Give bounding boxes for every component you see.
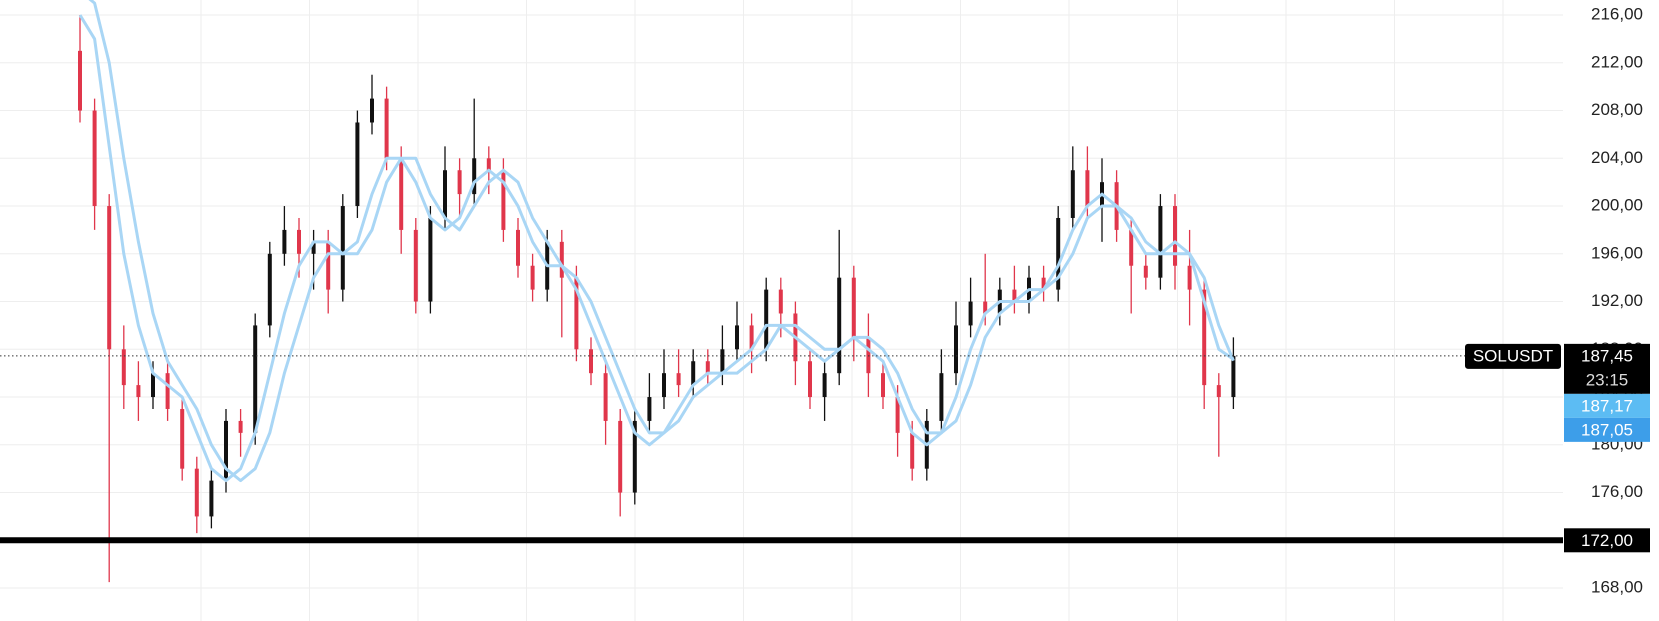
candle-body (194, 468, 199, 517)
candle-body (647, 397, 652, 421)
candle-body (384, 98, 389, 159)
candle-body (78, 50, 82, 111)
candle-body (910, 432, 915, 469)
candle-body (983, 301, 988, 314)
candle-body (486, 158, 491, 171)
candle-body (224, 420, 228, 481)
candle-body (822, 373, 827, 398)
ma-label: 187,17 (1581, 396, 1633, 415)
candle-body (778, 289, 783, 314)
moving-average-line (88, 0, 1235, 483)
y-tick-label: 168,00 (1591, 578, 1643, 597)
candle-body (749, 325, 754, 350)
candle-body (589, 349, 593, 374)
candle-body (866, 337, 871, 374)
candle-body (851, 277, 856, 338)
ma-label: 187,05 (1581, 420, 1633, 439)
candle-body (501, 170, 506, 230)
candle-body (516, 229, 520, 266)
candle-body (443, 170, 447, 218)
y-tick-label: 200,00 (1591, 196, 1643, 215)
y-tick-label: 176,00 (1591, 482, 1643, 501)
y-tick-label: 212,00 (1591, 52, 1643, 71)
countdown-label: 23:15 (1586, 370, 1629, 389)
candle-body (954, 325, 958, 374)
candle-body (180, 408, 185, 469)
candle-body (370, 98, 374, 123)
candle-body (165, 373, 170, 409)
candle-body (939, 373, 944, 421)
candle-body (764, 289, 769, 350)
ma-label-box (1564, 417, 1650, 442)
candle-body (662, 373, 666, 398)
price-label: 187,45 (1581, 346, 1633, 365)
candle-body (1158, 206, 1163, 278)
candle-body (107, 206, 112, 350)
level-label-box (1564, 528, 1650, 553)
candle-body (340, 206, 345, 290)
candle-body (618, 420, 623, 493)
candle-body (895, 397, 900, 433)
candle-body (238, 420, 243, 433)
candle-body (151, 373, 155, 398)
candle-body (574, 277, 579, 350)
candle-body (1129, 229, 1134, 266)
symbol-box (1465, 343, 1561, 369)
candle-body (1041, 277, 1046, 290)
candle-body (1056, 217, 1061, 290)
candle-body (1085, 170, 1090, 207)
y-tick-label: 192,00 (1591, 291, 1643, 310)
price-box (1564, 343, 1650, 394)
candle-body (399, 158, 404, 230)
y-tick-label: 208,00 (1591, 100, 1643, 119)
candle-body (413, 229, 418, 302)
candle-body (311, 241, 316, 254)
candle-body (720, 349, 725, 374)
ma-label-box (1564, 393, 1650, 418)
candle-body (282, 229, 287, 254)
candle-body (267, 253, 272, 326)
candle-body (253, 325, 258, 433)
candle-body (881, 373, 885, 398)
candle-body (1173, 206, 1177, 266)
candle-body (326, 241, 331, 290)
candle-body (297, 229, 301, 254)
candle-body (1231, 355, 1236, 398)
candle-body (676, 373, 681, 386)
candle-body (559, 241, 564, 278)
candle-body (808, 361, 812, 398)
candle-body (1202, 289, 1207, 386)
candle-body (1143, 265, 1148, 278)
candle-body (530, 265, 535, 290)
candle-body (691, 361, 696, 386)
y-tick-label: 196,00 (1591, 243, 1643, 262)
candle-body (1012, 289, 1017, 302)
candle-body (632, 420, 637, 493)
candle-body (457, 170, 462, 195)
moving-average-line (78, 14, 1235, 483)
candle-body (837, 277, 842, 374)
candle-body (705, 361, 710, 374)
symbol-label: SOLUSDT (1473, 346, 1553, 365)
candle-body (735, 325, 739, 350)
level-label: 172,00 (1581, 531, 1633, 550)
candle-body (355, 122, 360, 207)
candle-body (1187, 265, 1192, 290)
candle-body (121, 349, 126, 386)
candle-body (968, 301, 973, 326)
y-tick-label: 216,00 (1591, 5, 1643, 24)
candle-body (209, 480, 214, 517)
y-tick-label: 204,00 (1591, 148, 1643, 167)
candle-body (1070, 170, 1075, 218)
candle-body (92, 110, 97, 207)
candle-body (1216, 385, 1221, 398)
candle-body (428, 217, 433, 302)
candle-body (603, 373, 608, 421)
candle-body (472, 158, 477, 195)
candle-body (136, 385, 141, 398)
